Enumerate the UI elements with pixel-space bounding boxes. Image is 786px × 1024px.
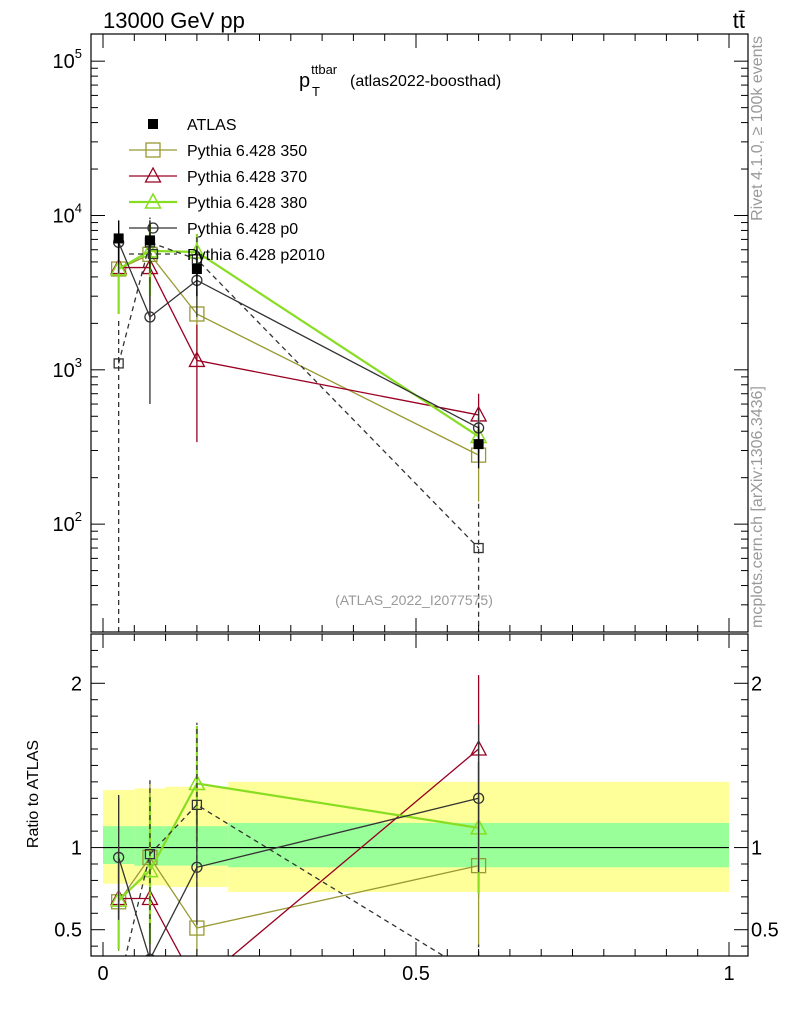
- ratio-x-tick-label: 0.5: [402, 963, 430, 985]
- header-right-label: tt̄: [733, 8, 745, 33]
- main-y-tick-label-exponent: 5: [75, 46, 82, 61]
- main-point-pythia-6-428-p2010: [473, 542, 484, 554]
- ratio-point-pythia-6-428-p0: [113, 851, 125, 864]
- plot-title-main: p: [299, 70, 310, 92]
- legend-marker-atlas: [148, 119, 158, 129]
- main-panel-frame: [90, 33, 749, 633]
- ratio-y-tick-label-right: 0.5: [751, 920, 779, 942]
- plot-title-subscript: T: [312, 84, 320, 99]
- ratio-point-pythia-6-428-p2010: [474, 973, 483, 982]
- legend-label-atlas: ATLAS: [187, 117, 237, 134]
- ratio-point-pythia-6-428-380: [188, 773, 206, 791]
- legend-marker-pythia-6-428-370: [144, 166, 162, 183]
- ratio-y-tick-label-right: 1: [751, 838, 762, 860]
- ratio-point-pythia-6-428-p2010: [114, 981, 123, 990]
- mcplots-side-label: mcplots.cern.ch [arXiv:1306.3436]: [749, 386, 766, 628]
- main-line-pythia-6-428-p0: [118, 242, 479, 429]
- ratio-panel-frame: [90, 633, 749, 957]
- main-point-atlas: [191, 264, 202, 275]
- ratio-line-pythia-6-428-p0: [118, 797, 479, 956]
- main-series-pythia-6-428-p2010: [113, 217, 484, 632]
- ratio-y-tick-label-left: 2: [71, 673, 82, 695]
- ratio-point-pythia-6-428-p0: [145, 953, 155, 956]
- header-left-label: 13000 GeV pp: [103, 8, 245, 33]
- main-y-tick-label: 104: [53, 200, 82, 227]
- legend-marker-pythia-6-428-p2010: [147, 248, 159, 260]
- main-y-tick-label-base: 10: [53, 360, 75, 382]
- legend-label-pythia-6-428-p2010: Pythia 6.428 p2010: [187, 247, 325, 264]
- analysis-watermark: (ATLAS_2022_I2077575): [335, 592, 493, 608]
- legend: ATLAS Pythia 6.428 350 Pythia 6.428 370 Pyt…: [129, 117, 325, 264]
- ratio-point-pythia-6-428-p0: [191, 861, 203, 873]
- legend-marker-pythia-6-428-350: [145, 142, 161, 158]
- main-y-tick-label-exponent: 4: [75, 200, 82, 215]
- ratio-line-pythia-6-428-380: [117, 782, 479, 901]
- main-line-pythia-6-428-350: [118, 253, 479, 456]
- main-y-tick-label: 102: [53, 509, 82, 536]
- ratio-series-pythia-6-428-p0: [113, 724, 485, 956]
- legend-item-pythia-6-428-350: Pythia 6.428 350: [129, 142, 307, 160]
- main-point-pythia-6-428-380: [109, 259, 128, 276]
- main-y-tick-label: 103: [53, 355, 82, 382]
- main-point-atlas: [473, 439, 484, 450]
- legend-item-pythia-6-428-380: Pythia 6.428 380: [129, 192, 307, 212]
- main-line-pythia-6-428-380: [118, 249, 480, 438]
- main-plot-content: [109, 217, 488, 632]
- main-point-pythia-6-428-p2010: [113, 358, 124, 369]
- ratio-point-pythia-6-428-p2010: [144, 848, 156, 860]
- main-series-pythia-6-428-350: [111, 227, 487, 502]
- main-y-tick-label-base: 10: [53, 514, 75, 536]
- ratio-point-pythia-6-428-p0: [472, 792, 485, 804]
- legend-label-pythia-6-428-370: Pythia 6.428 370: [187, 169, 307, 186]
- ratio-y-axis-label: Ratio to ATLAS: [25, 740, 42, 848]
- rivet-side-label: Rivet 4.1.0, ≥ 100k events: [749, 36, 766, 221]
- main-y-tick-label-exponent: 3: [75, 355, 82, 370]
- ratio-axes: 0.5 0.5 1 1 2 2 0 0.5 1: [54, 634, 779, 985]
- legend-item-pythia-6-428-370: Pythia 6.428 370: [129, 166, 307, 186]
- main-y-tick-label-base: 10: [53, 51, 75, 73]
- ratio-x-tick-label: 0: [97, 963, 108, 985]
- ratio-line-pythia-6-428-p2010: [125, 804, 445, 956]
- main-y-tick-label-base: 10: [53, 205, 75, 227]
- main-series-pythia-6-428-370: [110, 238, 488, 447]
- plot-title-suffix: (atlas2022-boosthad): [350, 73, 501, 90]
- main-line-pythia-6-428-370: [118, 266, 479, 416]
- legend-label-pythia-6-428-380: Pythia 6.428 380: [187, 195, 307, 212]
- ratio-x-tick-label: 1: [723, 963, 734, 985]
- main-point-atlas: [113, 233, 124, 244]
- legend-label-pythia-6-428-350: Pythia 6.428 350: [187, 143, 307, 160]
- ratio-y-tick-label-left: 1: [71, 838, 82, 860]
- legend-marker-pythia-6-428-380: [144, 192, 162, 209]
- ratio-y-tick-label-right: 2: [751, 673, 762, 695]
- main-point-pythia-6-428-p0: [144, 311, 156, 323]
- main-y-tick-label-exponent: 2: [75, 509, 82, 524]
- main-point-atlas: [144, 235, 155, 246]
- main-y-tick-label: 105: [53, 46, 82, 73]
- ratio-panel: 0.5 0.5 1 1 2 2 0 0.5 1 Ratio to ATLAS: [25, 633, 779, 992]
- ratio-y-tick-label-left: 0.5: [54, 920, 82, 942]
- ratio-line-pythia-6-428-370: [118, 748, 480, 956]
- legend-item-atlas: ATLAS: [148, 117, 237, 134]
- main-point-pythia-6-428-370: [188, 351, 206, 368]
- plot-title: pttbar: [299, 62, 338, 92]
- legend-item-pythia-6-428-p2010: Pythia 6.428 p2010: [129, 247, 325, 264]
- legend-marker-pythia-6-428-p0: [147, 222, 159, 234]
- ratio-point-pythia-6-428-370: [189, 978, 204, 992]
- legend-label-pythia-6-428-p0: Pythia 6.428 p0: [187, 221, 298, 238]
- ratio-plot-content: [103, 675, 729, 992]
- plot-title-superscript: ttbar: [311, 62, 338, 77]
- legend-item-pythia-6-428-p0: Pythia 6.428 p0: [129, 221, 298, 238]
- ratio-point-pythia-6-428-p2010: [191, 799, 203, 811]
- ratio-line-pythia-6-428-350: [118, 856, 479, 929]
- main-line-pythia-6-428-p2010: [118, 241, 480, 549]
